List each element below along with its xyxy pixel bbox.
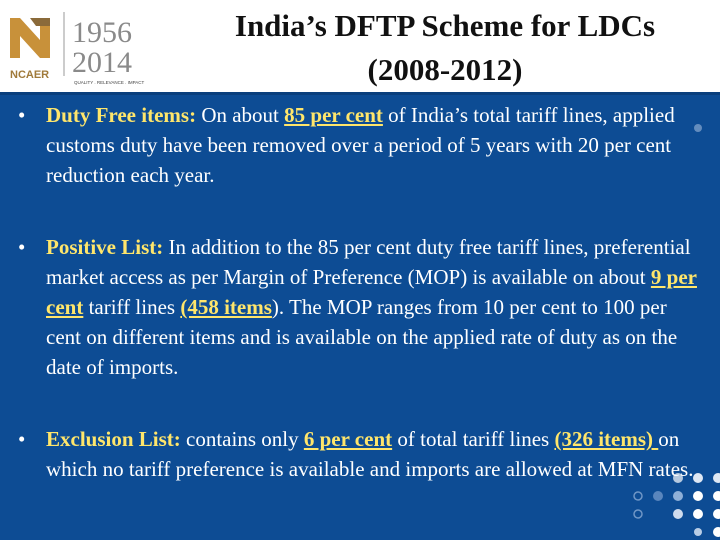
slide-title: India’s DFTP Scheme for LDCs (2008-2012) — [180, 4, 710, 92]
bullet-dot: • — [18, 103, 26, 127]
text-segment: In addition to the 85 per cent duty free… — [46, 235, 691, 289]
highlight-85-percent: 85 per cent — [284, 103, 383, 127]
bullet-duty-free: • Duty Free items: On about 85 per cent … — [18, 100, 698, 190]
text-segment: of India’s total tariff lines, applied c… — [46, 103, 675, 187]
title-line-1: India’s DFTP Scheme for LDCs — [234, 8, 656, 43]
logo-brand: NCAER — [10, 69, 49, 81]
text-segment: On about — [196, 103, 285, 127]
logo-mark — [10, 18, 50, 58]
bullet-dot: • — [18, 427, 26, 451]
term-duty-free: Duty Free items: — [46, 103, 197, 127]
highlight-326-items: (326 items) — [554, 427, 659, 451]
highlight-6-percent: 6 per cent — [303, 427, 393, 451]
logo-tagline: QUALITY . RELEVANCE . IMPACT — [74, 80, 145, 85]
bullet-dot: • — [18, 235, 26, 259]
highlight-458-items: (458 items — [180, 295, 272, 319]
text-segment: ). The MOP ranges from 10 per cent to 10… — [46, 295, 678, 379]
text-segment: of total tariff lines — [392, 427, 555, 451]
bullet-exclusion-list: • Exclusion List: contains only 6 per ce… — [18, 424, 698, 484]
term-positive-list: Positive List: — [46, 235, 164, 259]
text-segment: contains only — [180, 427, 304, 451]
text-segment: on which no tariff preference is availab… — [46, 427, 694, 481]
term-exclusion-list: Exclusion List: — [46, 427, 181, 451]
title-line-2: (2008-2012) — [367, 52, 523, 87]
ncaer-logo: 1956 2014 NCAER QUALITY . RELEVANCE . IM… — [10, 12, 145, 85]
logo-years-top: 1956 — [72, 16, 132, 49]
bullet-list: • Duty Free items: On about 85 per cent … — [18, 100, 698, 526]
bullet-positive-list: • Positive List: In addition to the 85 p… — [18, 232, 698, 382]
text-segment: tariff lines — [83, 295, 181, 319]
header-bar: 1956 2014 NCAER QUALITY . RELEVANCE . IM… — [0, 0, 720, 95]
logo-years-bottom: 2014 — [72, 46, 132, 79]
highlight-9-percent: 9 per cent — [46, 265, 697, 319]
decorative-dots — [633, 124, 720, 537]
